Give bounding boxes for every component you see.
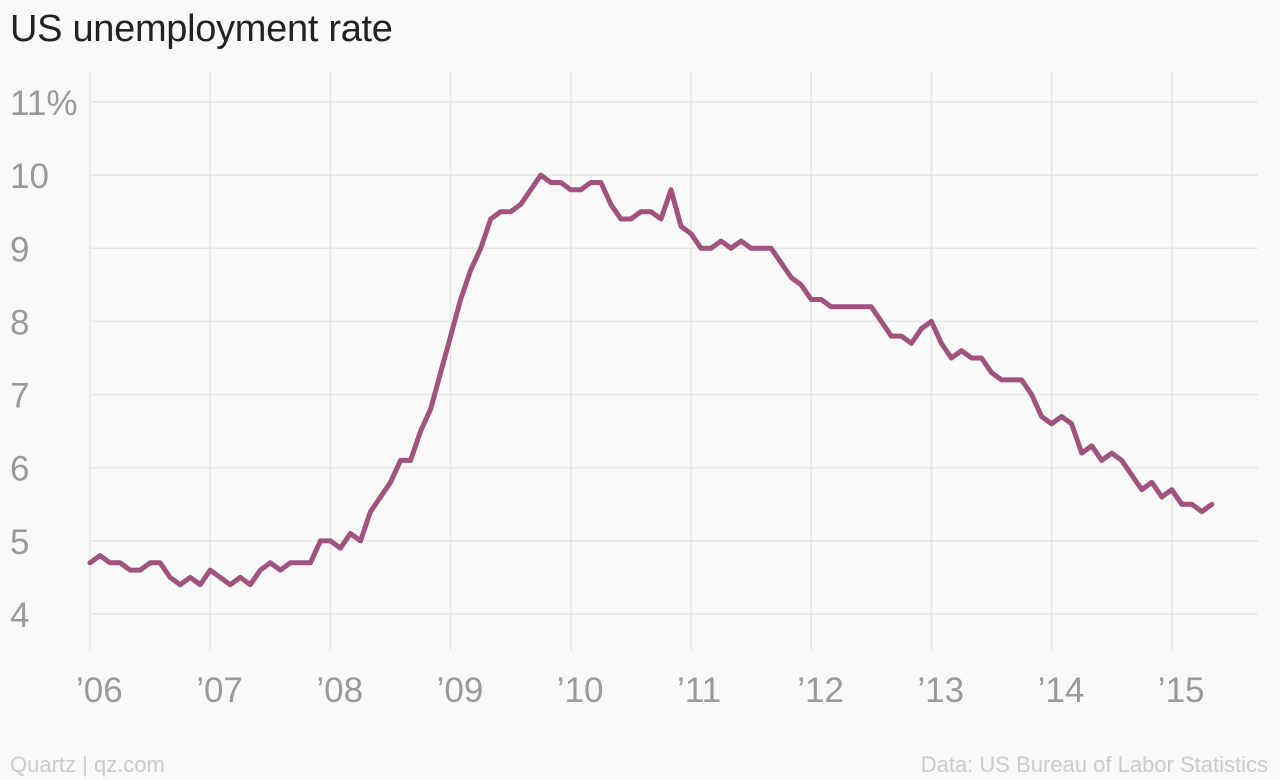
y-tick-label: 6 (10, 450, 29, 489)
y-tick-label: 7 (10, 377, 29, 416)
x-tick-label: ’06 (76, 671, 123, 710)
y-tick-label: 8 (10, 303, 29, 342)
unemployment-rate-line (87, 172, 1215, 588)
x-tick-label: ’12 (797, 671, 844, 710)
series-line-layer (87, 172, 1215, 588)
y-tick-label: 11% (10, 84, 77, 123)
footer-source-brand: Quartz | qz.com (10, 752, 165, 777)
y-tick-label: 10 (10, 157, 49, 196)
x-tick-label: ’08 (316, 671, 363, 710)
x-tick-label: ’14 (1038, 671, 1085, 710)
x-axis: ’06 ’07 ’08 ’09 ’10 ’11 ’12 ’13 ’14 ’15 (76, 671, 1205, 710)
x-tick-label: ’15 (1158, 671, 1205, 710)
y-tick-label: 5 (10, 523, 29, 562)
y-axis: 4 5 6 7 8 9 10 11% (10, 84, 77, 635)
chart-title: US unemployment rate (10, 8, 393, 50)
x-tick-label: ’07 (196, 671, 243, 710)
y-tick-label: 9 (10, 230, 29, 269)
x-tick-label: ’10 (557, 671, 604, 710)
x-tick-label: ’11 (677, 671, 721, 710)
grid (89, 72, 1258, 650)
x-tick-label: ’09 (437, 671, 484, 710)
y-tick-label: 4 (10, 596, 29, 635)
x-tick-label: ’13 (917, 671, 964, 710)
footer-data-source: Data: US Bureau of Labor Statistics (920, 752, 1268, 777)
